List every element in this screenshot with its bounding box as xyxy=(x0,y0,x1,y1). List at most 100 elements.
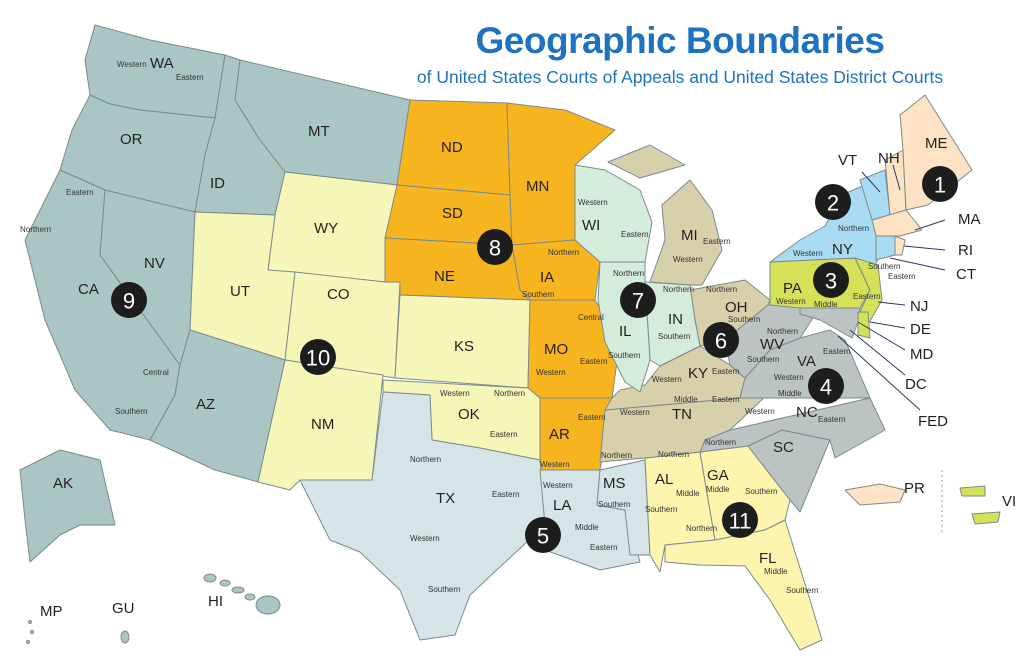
state-shape-wi[interactable] xyxy=(574,164,653,263)
state-label-mo: MO xyxy=(544,341,568,358)
state-shape-md[interactable] xyxy=(799,307,861,339)
state-shape-fl[interactable] xyxy=(664,519,823,651)
leader-line xyxy=(914,219,946,231)
state-label-ia: IA xyxy=(540,269,554,286)
state-shape-hi[interactable] xyxy=(244,593,256,601)
circuit-badge-circle xyxy=(111,282,147,318)
state-shape-tx[interactable] xyxy=(299,391,546,641)
state-label-or: OR xyxy=(120,131,143,148)
circuit-number: 11 xyxy=(729,509,752,534)
district-label-mi: Eastern xyxy=(703,237,731,246)
state-label-ny: NY xyxy=(832,241,853,258)
state-shape-ak[interactable] xyxy=(19,449,116,563)
state-shape-hi[interactable] xyxy=(203,573,217,583)
state-label-tx: TX xyxy=(436,490,455,507)
leader-line xyxy=(837,335,921,411)
circuit-badge-2[interactable]: 2 xyxy=(815,184,851,220)
state-label-hi: HI xyxy=(208,593,223,610)
leader-line xyxy=(857,321,906,351)
state-label-wi: WI xyxy=(582,217,600,234)
district-label-ok: Eastern xyxy=(490,430,518,439)
state-label-ga: GA xyxy=(707,467,729,484)
state-shape-mp[interactable] xyxy=(30,630,34,634)
state-label-mi: MI xyxy=(681,227,698,244)
state-label-wv: WV xyxy=(760,336,784,353)
state-label-ma: MA xyxy=(958,211,981,228)
circuit-badge-circle xyxy=(703,322,739,358)
state-label-tn: TN xyxy=(672,406,692,423)
circuit-badge-1[interactable]: 1 xyxy=(922,166,958,202)
circuit-badge-circle xyxy=(477,229,513,265)
state-label-dc: DC xyxy=(905,376,927,393)
district-label-pa: Middle xyxy=(814,300,838,309)
district-label-ga: Middle xyxy=(706,485,730,494)
state-shape-ct[interactable] xyxy=(875,235,896,261)
district-label-tx: Northern xyxy=(410,455,441,464)
state-shape-hi[interactable] xyxy=(231,586,245,594)
district-label-al: Southern xyxy=(645,505,677,514)
leader-line xyxy=(869,321,906,329)
state-label-ks: KS xyxy=(454,338,474,355)
map-title: Geographic Boundaries xyxy=(475,20,885,61)
circuit-badge-8[interactable]: 8 xyxy=(477,229,513,265)
district-label-ok: Western xyxy=(440,389,470,398)
circuit-badge-circle xyxy=(808,368,844,404)
state-shape-mp[interactable] xyxy=(28,620,32,624)
circuit-badge-9[interactable]: 9 xyxy=(111,282,147,318)
circuit-badge-6[interactable]: 6 xyxy=(703,322,739,358)
circuit-badge-circle xyxy=(815,184,851,220)
state-label-oh: OH xyxy=(725,299,748,316)
district-label-ga: Southern xyxy=(745,487,777,496)
state-label-ct: CT xyxy=(956,266,976,283)
state-shape-nc[interactable] xyxy=(699,397,886,459)
district-label-wv: Northern xyxy=(767,327,798,336)
circuit-badge-4[interactable]: 4 xyxy=(808,368,844,404)
state-shape-hi[interactable] xyxy=(255,595,281,615)
district-label-ca: Central xyxy=(143,368,169,377)
state-label-fl: FL xyxy=(759,550,777,567)
state-shape-mi[interactable] xyxy=(607,144,686,179)
district-label-il: Central xyxy=(578,313,604,322)
state-shape-pr[interactable] xyxy=(844,483,906,506)
state-shape-hi[interactable] xyxy=(219,579,231,587)
state-shape-mp[interactable] xyxy=(26,640,30,644)
state-shape-vi[interactable] xyxy=(959,485,986,497)
district-label-ga: Northern xyxy=(705,438,736,447)
state-label-ky: KY xyxy=(688,365,708,382)
district-label-ms: Northern xyxy=(601,451,632,460)
state-shape-gu[interactable] xyxy=(120,630,130,644)
state-label-md: MD xyxy=(910,346,933,363)
state-label-mn: MN xyxy=(526,178,549,195)
district-label-pa: Eastern xyxy=(853,292,881,301)
state-shape-mi[interactable] xyxy=(649,179,723,286)
state-shape-vi[interactable] xyxy=(971,511,1001,525)
district-label-al: Middle xyxy=(676,489,700,498)
circuit-badge-circle xyxy=(525,517,561,553)
district-label-ky: Eastern xyxy=(712,367,740,376)
state-shape-ma[interactable] xyxy=(871,209,923,237)
state-label-il: IL xyxy=(619,323,632,340)
circuit-badge-7[interactable]: 7 xyxy=(620,282,656,318)
state-shape-ri[interactable] xyxy=(894,235,906,256)
circuit-badge-11[interactable]: 11 xyxy=(722,502,758,538)
state-label-mp: MP xyxy=(40,603,63,620)
district-label-va: Western xyxy=(774,373,804,382)
circuit-badge-3[interactable]: 3 xyxy=(813,262,849,298)
district-label-la: Western xyxy=(543,481,573,490)
state-label-ar: AR xyxy=(549,426,570,443)
district-label-nc: Middle xyxy=(778,389,802,398)
district-label-ny: Eastern xyxy=(888,272,916,281)
district-label-ca: Eastern xyxy=(66,188,94,197)
district-label-fl: Middle xyxy=(764,567,788,576)
district-label-ca: Southern xyxy=(115,407,147,416)
circuit-badge-circle xyxy=(300,339,336,375)
circuit-badge-10[interactable]: 10 xyxy=(300,339,336,375)
state-label-nv: NV xyxy=(144,255,165,272)
circuit-badge-5[interactable]: 5 xyxy=(525,517,561,553)
leader-line xyxy=(889,257,946,271)
district-label-ia: Northern xyxy=(548,248,579,257)
district-label-tn: Western xyxy=(620,408,650,417)
district-label-wv: Southern xyxy=(747,355,779,364)
circuit-number: 6 xyxy=(715,329,727,354)
